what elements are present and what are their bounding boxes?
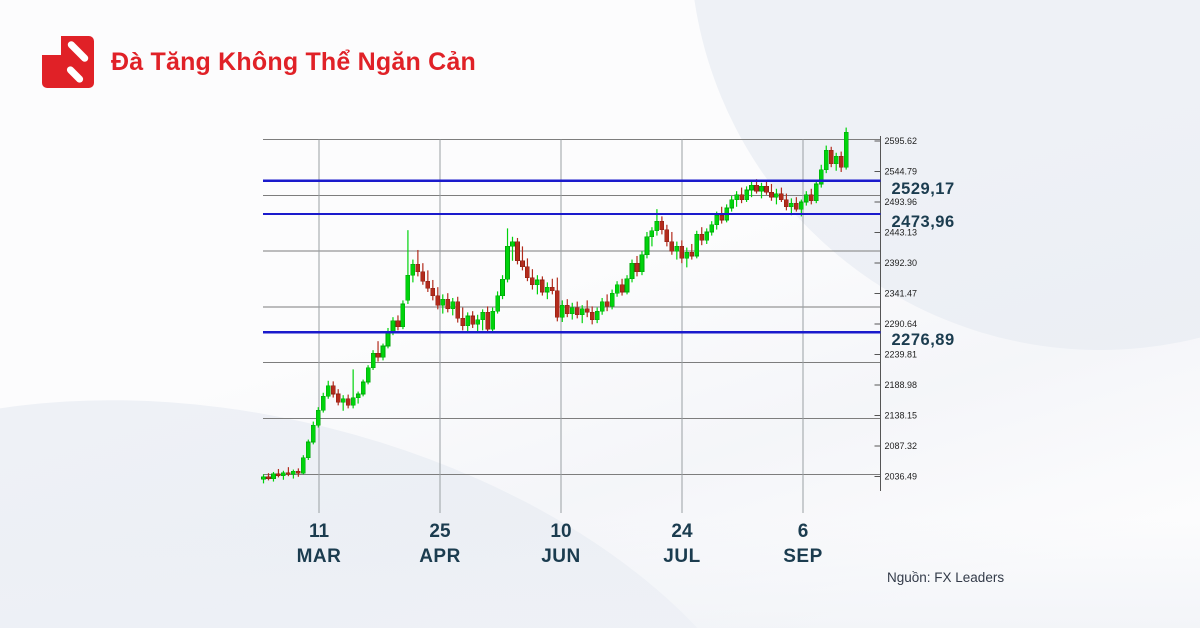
x-tick-month: MAR	[297, 546, 342, 567]
x-tick-day: 6	[798, 521, 809, 542]
x-tick-day: 25	[429, 521, 451, 542]
level-label: 2529,17	[892, 180, 955, 198]
y-axis-tick-label: 2188.98	[885, 380, 918, 390]
x-tick-month: JUN	[541, 546, 581, 567]
x-tick-month: SEP	[783, 546, 823, 567]
level-label: 2276,89	[892, 331, 955, 349]
level-label: 2473,96	[892, 213, 955, 231]
y-axis-tick-label: 2138.15	[885, 410, 918, 420]
page-title: Đà Tăng Không Thể Ngăn Cản	[111, 47, 476, 76]
y-axis-tick-label: 2087.32	[885, 441, 918, 451]
y-axis-tick-label: 2341.47	[885, 288, 918, 298]
x-tick-month: APR	[419, 546, 461, 567]
x-tick-day: 10	[550, 521, 571, 542]
y-axis-tick-label: 2036.49	[885, 471, 918, 481]
y-axis-tick-label: 2544.79	[885, 166, 918, 176]
brand-logo	[41, 35, 94, 88]
source-credit: Nguồn: FX Leaders	[887, 570, 1005, 585]
x-tick-month: JUL	[663, 546, 700, 567]
header: Đà Tăng Không Thể Ngăn Cản	[41, 35, 476, 88]
support-resistance-levels: 2529,17 2473,96 2276,89	[263, 179, 955, 349]
y-axis-tick-label: 2239.81	[885, 349, 918, 359]
y-axis-tick-label: 2392.30	[885, 258, 918, 268]
logo-notch	[41, 35, 61, 55]
logo-slash-icon	[65, 64, 85, 85]
date-axis: 11 MAR 25 APR 10 JUN 24 JUL 6 SEP	[297, 521, 823, 567]
y-axis-tick-label: 2493.96	[885, 197, 918, 207]
y-axis-tick-label: 2595.62	[885, 136, 918, 146]
y-axis-tick-label: 2290.64	[885, 319, 918, 329]
x-tick-day: 11	[309, 521, 330, 542]
logo-slash-icon	[66, 39, 90, 64]
x-tick-day: 24	[671, 521, 693, 542]
